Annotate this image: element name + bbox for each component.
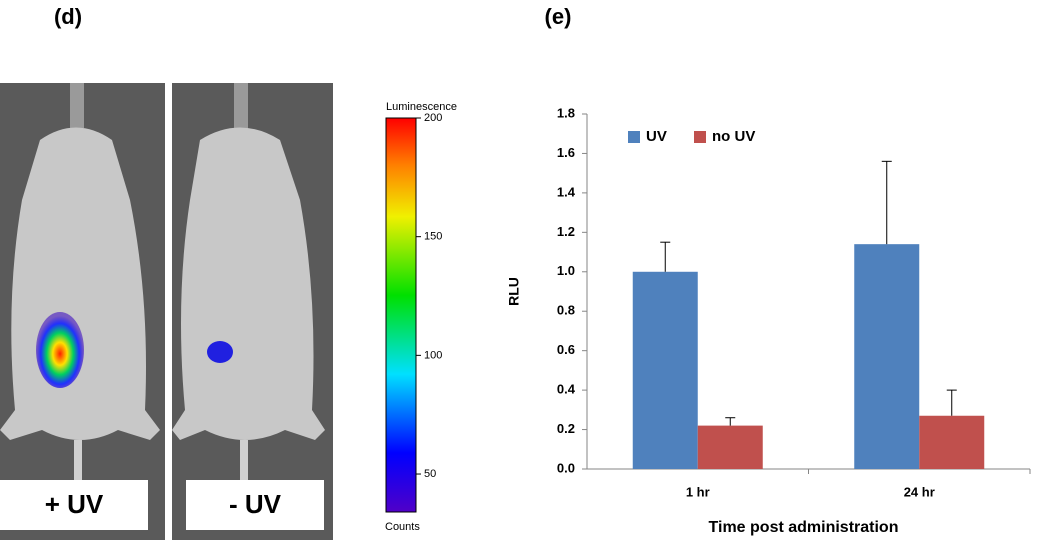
y-tick-label: 1.0 — [557, 263, 575, 278]
bar — [919, 415, 985, 469]
colorbar-tick-label: 200 — [424, 112, 442, 124]
colorbar — [385, 117, 417, 513]
y-tick-label: 1.8 — [557, 105, 575, 120]
colorbar-tick-label: 100 — [424, 349, 442, 361]
colorbar-tick-label: 150 — [424, 231, 442, 243]
y-tick-label: 1.2 — [557, 224, 575, 239]
y-tick-label: 1.6 — [557, 145, 575, 160]
y-tick-label: 0.0 — [557, 460, 575, 475]
y-tick-label: 1.4 — [557, 184, 576, 199]
y-axis-title: RLU — [506, 277, 522, 306]
image-label: - UV — [229, 489, 282, 519]
mouse-image: - UV — [172, 83, 333, 540]
panel-label: (e) — [545, 4, 572, 29]
image-label: + UV — [45, 489, 104, 519]
x-axis-title: Time post administration — [709, 519, 899, 536]
legend-swatch — [694, 131, 706, 143]
colorbar-tick-label: 50 — [424, 468, 436, 480]
x-tick-label: 24 hr — [904, 484, 935, 499]
legend-label: UV — [646, 128, 667, 145]
mouse-image: + UV — [0, 83, 165, 540]
y-tick-label: 0.6 — [557, 342, 575, 357]
bar — [854, 244, 920, 469]
y-tick-label: 0.2 — [557, 421, 575, 436]
colorbar-title: Luminescence — [386, 101, 457, 113]
bar — [697, 425, 763, 469]
legend-swatch — [628, 131, 640, 143]
y-tick-label: 0.8 — [557, 303, 575, 318]
y-tick-label: 0.4 — [557, 382, 576, 397]
colorbar-unit: Counts — [385, 521, 420, 533]
panel-label: (d) — [54, 4, 82, 29]
bar — [632, 271, 698, 469]
x-tick-label: 1 hr — [686, 484, 710, 499]
legend-label: no UV — [712, 128, 755, 145]
